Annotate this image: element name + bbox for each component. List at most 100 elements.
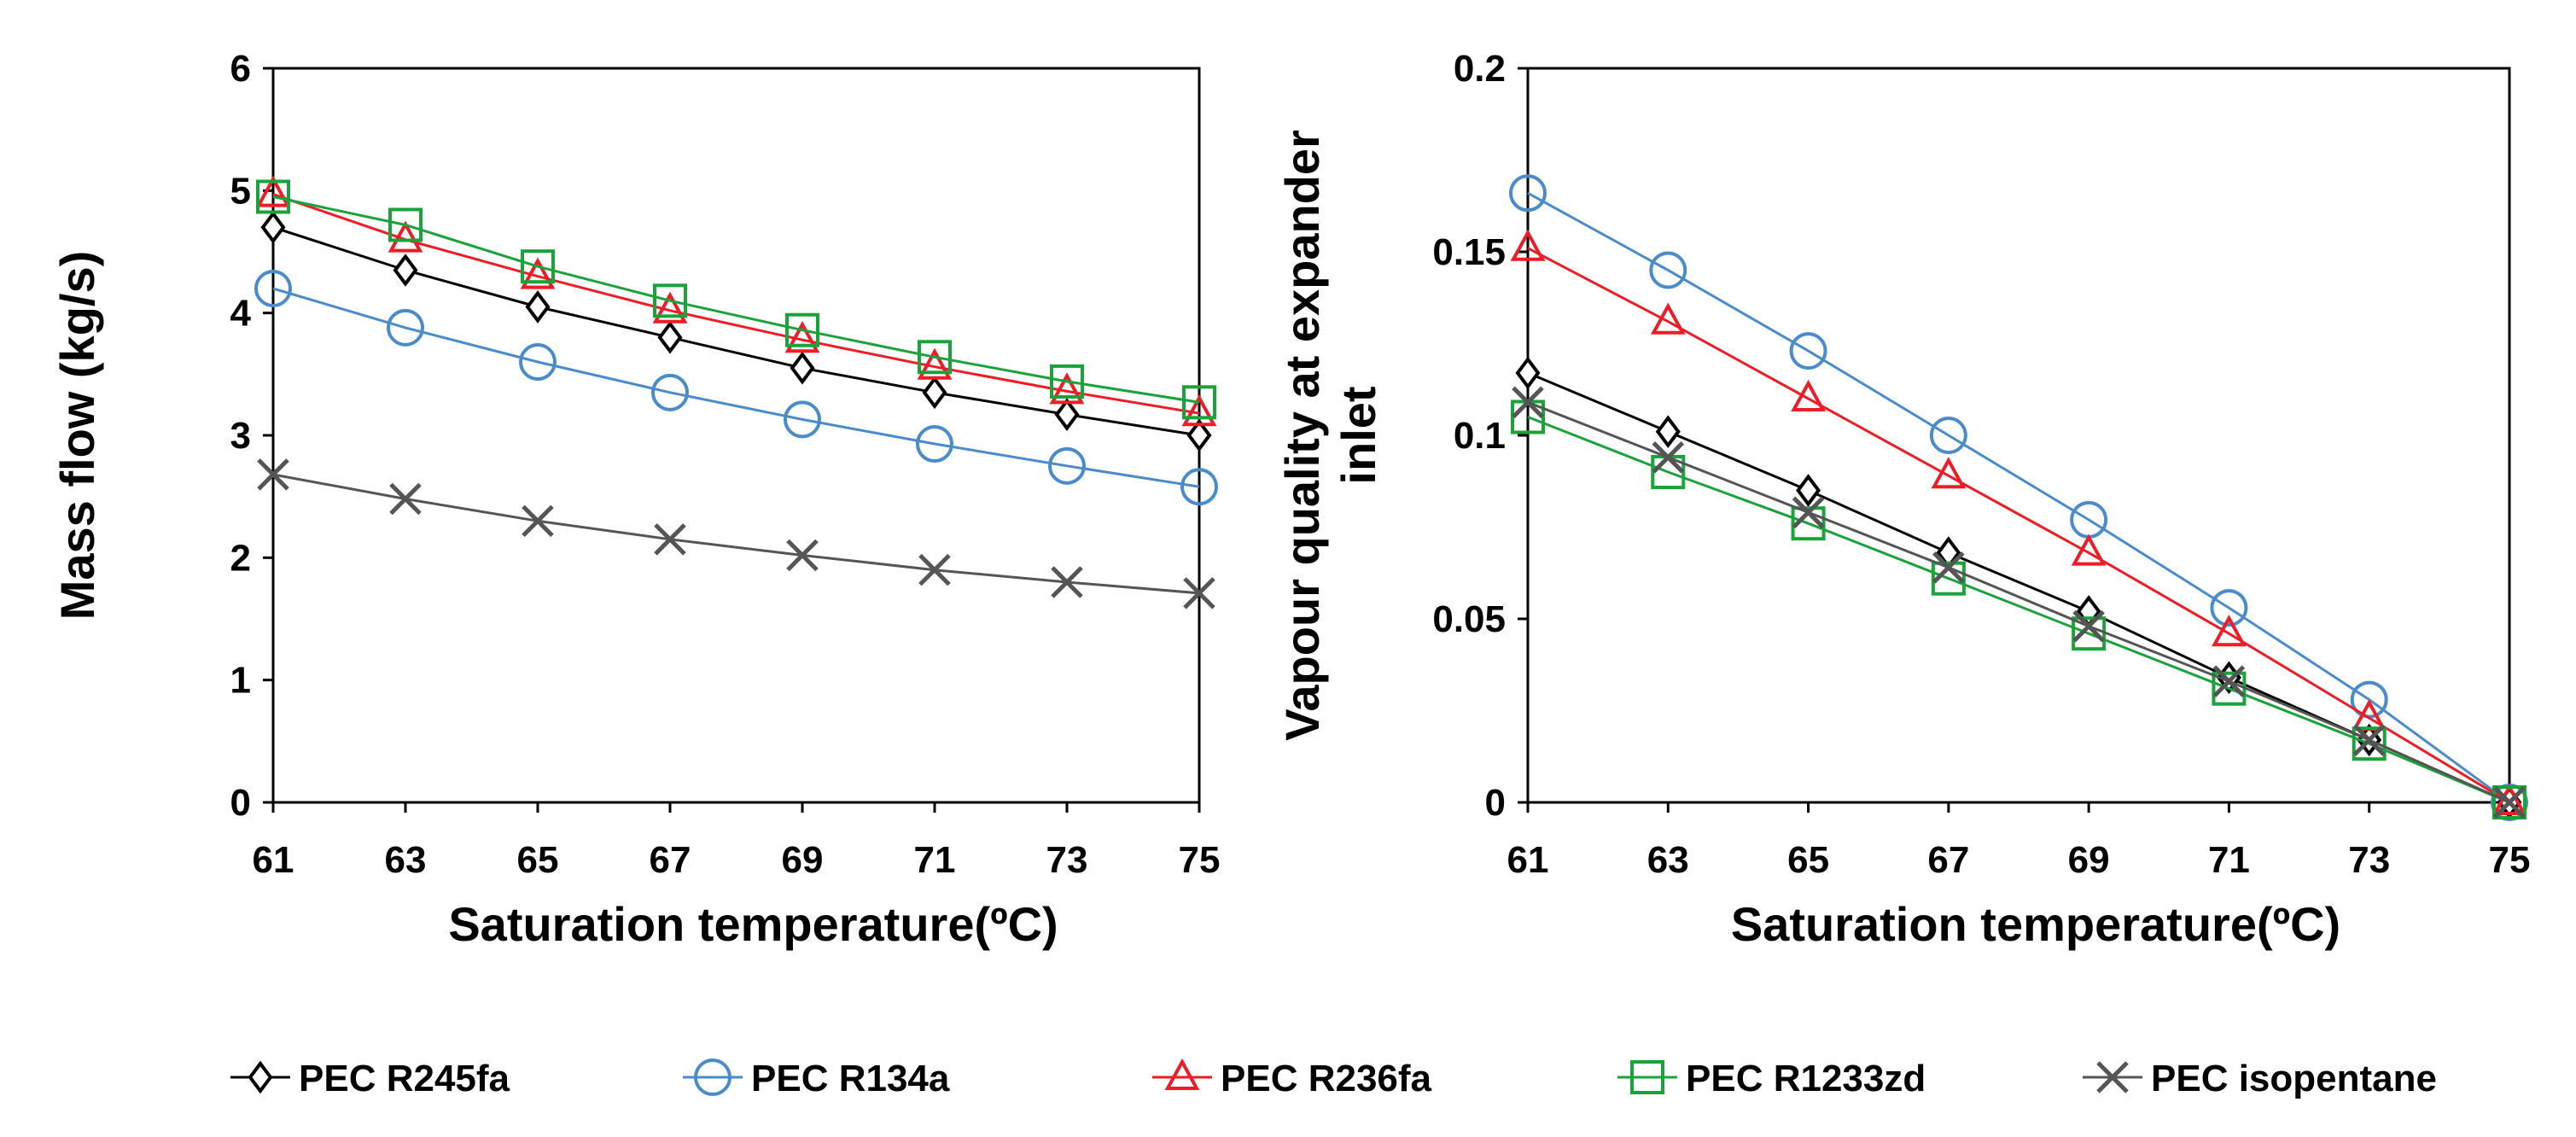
data-point — [522, 504, 554, 538]
data-point — [917, 347, 953, 380]
data-point — [2071, 534, 2107, 566]
legend-marker — [248, 1060, 273, 1094]
data-point — [2072, 609, 2105, 643]
series-pec-r236fa — [1510, 229, 2527, 815]
data-point — [1183, 577, 1215, 609]
data-point — [1186, 418, 1212, 452]
series-pec-r134a — [254, 270, 1218, 506]
data-point — [1509, 174, 1547, 213]
data-point — [1051, 566, 1083, 598]
y-tick-label: 0.2 — [1454, 48, 1506, 90]
data-point — [1652, 441, 1685, 474]
data-point — [784, 400, 821, 439]
x-tick-label: 71 — [914, 839, 956, 881]
y-tick-label: 1 — [230, 660, 251, 702]
data-point — [388, 220, 423, 253]
legend-entry: PEC R134a — [683, 1058, 950, 1099]
legend-label: PEC isopentane — [2151, 1058, 2437, 1099]
x-tick-label: 71 — [2208, 839, 2250, 881]
data-point — [918, 340, 952, 375]
data-point — [1512, 386, 1544, 419]
data-point — [1792, 496, 1825, 529]
y-axis-title: Mass flow (kg/s) — [50, 251, 104, 621]
y-tick-label: 6 — [230, 48, 251, 90]
series-line — [272, 225, 1200, 437]
series-pec-r245fa — [1515, 356, 2522, 819]
legend-label: PEC R1233zd — [1686, 1058, 1926, 1099]
x-tick-label: 75 — [2489, 839, 2531, 881]
data-point — [654, 523, 686, 556]
legend-label: PEC R236fa — [1221, 1058, 1432, 1099]
data-point — [1054, 398, 1080, 431]
data-point — [790, 351, 815, 385]
data-point — [520, 257, 556, 289]
series-line — [272, 473, 1200, 595]
series-line — [1527, 400, 2510, 804]
data-point — [786, 539, 819, 572]
series-pec-isopentane — [1512, 386, 2526, 819]
x-axis-title: Saturation temperature(ºC) — [1731, 897, 2340, 951]
y-axis-title: inlet — [1332, 386, 1385, 484]
data-point — [2210, 589, 2248, 627]
data-point — [657, 321, 683, 354]
data-point — [525, 290, 551, 324]
legend-label: PEC R134a — [751, 1058, 950, 1099]
vapour-quality-chart: 0 0.05 0.1 0.15 0.2 61 63 65 67 69 71 73 75 Saturatio… — [1275, 48, 2530, 951]
legend-marker — [694, 1058, 731, 1096]
data-point — [1931, 561, 1966, 596]
x-tick-label: 73 — [2348, 839, 2390, 881]
series-line — [1527, 247, 2510, 804]
x-tick-label: 65 — [517, 839, 559, 881]
legend: PEC R245fa PEC R134a PEC R236fa PEC R1233zd… — [230, 1058, 2437, 1099]
plot-frame — [271, 67, 1201, 804]
series-line — [1527, 191, 2510, 804]
data-point — [1649, 251, 1687, 289]
series-line — [272, 195, 1200, 404]
data-point — [519, 343, 557, 381]
series-pec-isopentane — [257, 458, 1215, 609]
data-point — [1050, 364, 1084, 399]
data-point — [1789, 332, 1827, 370]
x-tick-label: 65 — [1787, 839, 1829, 881]
y-tick-label: 0 — [1485, 782, 1506, 824]
data-point — [387, 308, 424, 347]
series-line — [1527, 416, 2510, 804]
x-tick-label: 67 — [1927, 839, 1969, 881]
data-point — [2492, 785, 2526, 819]
x-tick-label: 73 — [1046, 839, 1088, 881]
data-point — [1049, 372, 1085, 405]
data-point — [393, 254, 418, 287]
x-tick-label: 63 — [1647, 839, 1689, 881]
legend-entry: PEC R236fa — [1152, 1058, 1432, 1099]
data-point — [1929, 417, 1967, 454]
data-point — [1048, 446, 1086, 485]
series-pec-r245fa — [260, 210, 1212, 452]
x-tick-label: 75 — [1179, 839, 1221, 881]
series-line — [272, 287, 1200, 488]
data-point — [521, 249, 555, 284]
y-tick-label: 0 — [230, 782, 251, 824]
y-tick-label: 0.15 — [1432, 231, 1506, 273]
series-pec-r1233zd — [256, 179, 1216, 420]
data-point — [651, 373, 689, 411]
data-point — [2212, 665, 2246, 697]
data-point — [785, 312, 819, 347]
data-point — [916, 425, 953, 464]
data-point — [652, 291, 688, 324]
data-point — [2493, 786, 2526, 819]
y-tick-label: 0.1 — [1454, 415, 1506, 457]
data-point — [1655, 415, 1681, 449]
legend-marker — [2096, 1061, 2129, 1093]
data-point — [1181, 394, 1217, 427]
data-point — [1650, 302, 1686, 335]
data-point — [784, 321, 820, 353]
data-point — [254, 270, 292, 307]
data-point — [389, 482, 422, 516]
data-point — [1791, 506, 1826, 541]
series-line — [272, 193, 1200, 415]
legend-entry: PEC R1233zd — [1617, 1058, 1926, 1099]
data-point — [1515, 356, 1541, 390]
y-tick-label: 0.05 — [1432, 598, 1506, 640]
legend-entry: PEC R245fa — [230, 1058, 510, 1099]
